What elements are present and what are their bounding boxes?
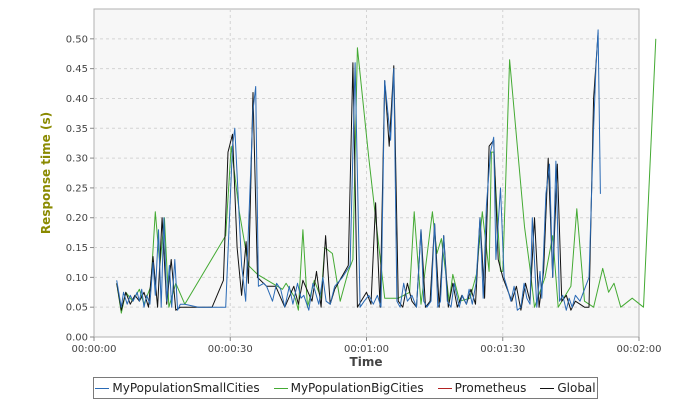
y-tick-label: 0.00 [66, 333, 88, 344]
legend-item-prometheus[interactable]: Prometheus [437, 381, 527, 395]
legend-swatch [540, 387, 555, 389]
series-lines [116, 29, 657, 314]
y-tick-label: 0.45 [66, 64, 88, 75]
y-tick-label: 0.10 [66, 273, 88, 284]
y-tick-label: 0.35 [66, 124, 88, 135]
y-tick-label: 0.50 [66, 34, 88, 45]
x-tick-label: 00:02:00 [617, 344, 662, 355]
y-tick-label: 0.40 [66, 94, 88, 105]
legend-label: MyPopulationSmallCities [112, 381, 260, 395]
y-axis: 0.00 0.05 0.10 0.15 0.20 0.25 0.30 0.35 0.40 0.45… [66, 34, 94, 344]
x-axis: 00:00:00 00:00:30 00:01:00 00:01:30 00:02:00 [72, 337, 662, 355]
x-tick-label: 00:01:00 [344, 344, 389, 355]
legend-item-small-cities[interactable]: MyPopulationSmallCities [95, 381, 260, 395]
y-tick-label: 0.15 [66, 243, 88, 254]
y-tick-label: 0.05 [66, 303, 88, 314]
legend-label: MyPopulationBigCities [290, 381, 424, 395]
y-axis-title: Response time (s) [39, 112, 53, 234]
chart-legend: MyPopulationSmallCities MyPopulationBigC… [93, 377, 598, 399]
y-tick-label: 0.25 [66, 183, 88, 194]
legend-item-big-cities[interactable]: MyPopulationBigCities [273, 381, 424, 395]
legend-swatch [95, 387, 110, 389]
legend-label: Global [557, 381, 596, 395]
series-line-mypopulationsmallcities [116, 29, 601, 311]
x-tick-label: 00:00:30 [208, 344, 253, 355]
legend-item-global[interactable]: Global [540, 381, 596, 395]
legend-swatch [437, 387, 452, 389]
legend-label: Prometheus [454, 381, 527, 395]
x-axis-title: Time [350, 355, 383, 369]
legend-swatch [273, 387, 288, 389]
x-tick-label: 00:01:30 [480, 344, 525, 355]
y-tick-label: 0.20 [66, 213, 88, 224]
y-tick-label: 0.30 [66, 154, 88, 165]
x-tick-label: 00:00:00 [72, 344, 117, 355]
